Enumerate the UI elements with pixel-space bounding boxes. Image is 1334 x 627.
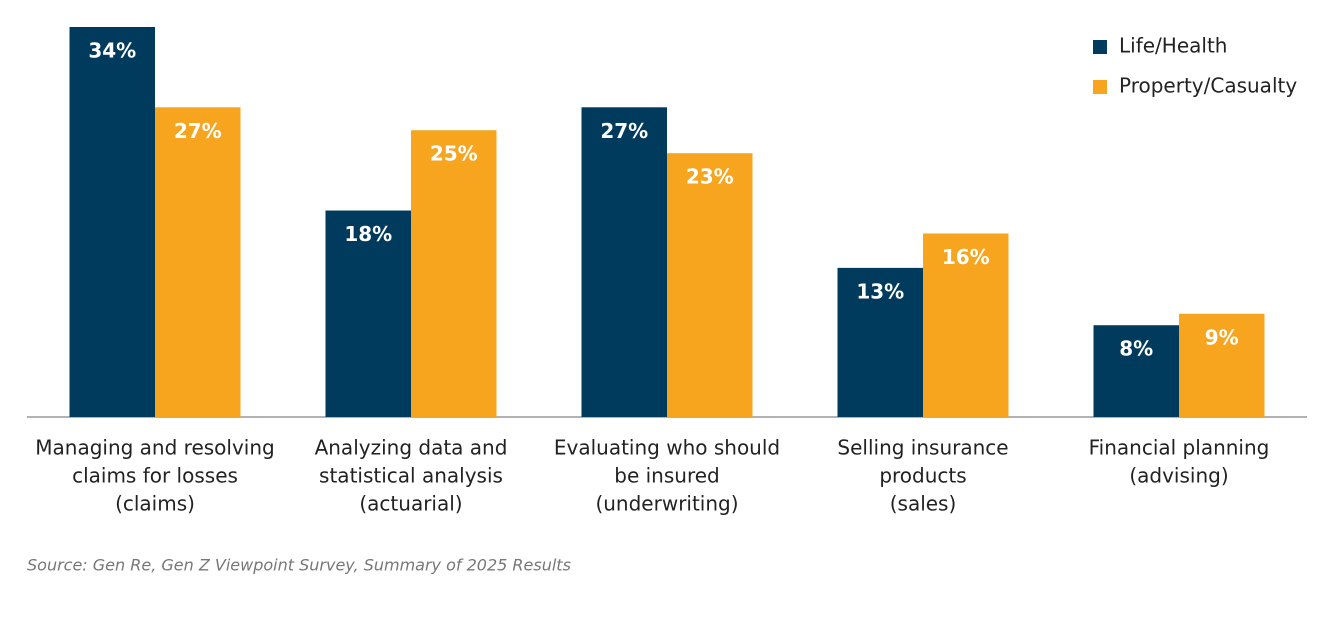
x-tick-label: statistical analysis bbox=[319, 464, 503, 488]
value-label: 9% bbox=[1205, 325, 1239, 349]
value-label: 8% bbox=[1119, 337, 1153, 361]
x-tick-label: Evaluating who should bbox=[554, 436, 780, 460]
legend-label: Property/Casualty bbox=[1119, 74, 1297, 98]
bar bbox=[923, 233, 1009, 417]
x-tick-label: claims for losses bbox=[72, 464, 238, 488]
x-tick-label: Selling insurance bbox=[837, 436, 1008, 460]
bar bbox=[667, 153, 753, 418]
bar bbox=[837, 267, 923, 417]
x-tick-label: be insured bbox=[614, 464, 719, 488]
value-label: 27% bbox=[174, 119, 222, 143]
x-tick-label: Financial planning bbox=[1089, 436, 1270, 460]
value-label: 13% bbox=[856, 279, 904, 303]
x-tick-label: Managing and resolving bbox=[35, 436, 274, 460]
bar bbox=[155, 107, 241, 417]
value-label: 34% bbox=[88, 39, 136, 63]
x-tick-label: (sales) bbox=[890, 492, 957, 516]
value-label: 18% bbox=[344, 222, 392, 246]
legend-swatch bbox=[1093, 80, 1107, 94]
legend-label: Life/Health bbox=[1119, 34, 1227, 58]
value-label: 16% bbox=[942, 245, 990, 269]
x-tick-label: (underwriting) bbox=[595, 492, 738, 516]
bar bbox=[325, 210, 411, 417]
bar bbox=[1179, 313, 1265, 417]
value-label: 25% bbox=[430, 142, 478, 166]
bar bbox=[581, 107, 667, 417]
x-tick-label: Analyzing data and bbox=[315, 436, 508, 460]
legend-swatch bbox=[1093, 40, 1107, 54]
bar bbox=[411, 130, 497, 417]
x-tick-label: products bbox=[879, 464, 966, 488]
source-note: Source: Gen Re, Gen Z Viewpoint Survey, … bbox=[27, 556, 571, 575]
x-tick-label: (advising) bbox=[1129, 464, 1228, 488]
x-tick-label: (claims) bbox=[115, 492, 195, 516]
value-label: 27% bbox=[600, 119, 648, 143]
bar bbox=[1093, 325, 1179, 417]
value-label: 23% bbox=[686, 165, 734, 189]
bar bbox=[69, 27, 155, 417]
x-tick-label: (actuarial) bbox=[359, 492, 462, 516]
